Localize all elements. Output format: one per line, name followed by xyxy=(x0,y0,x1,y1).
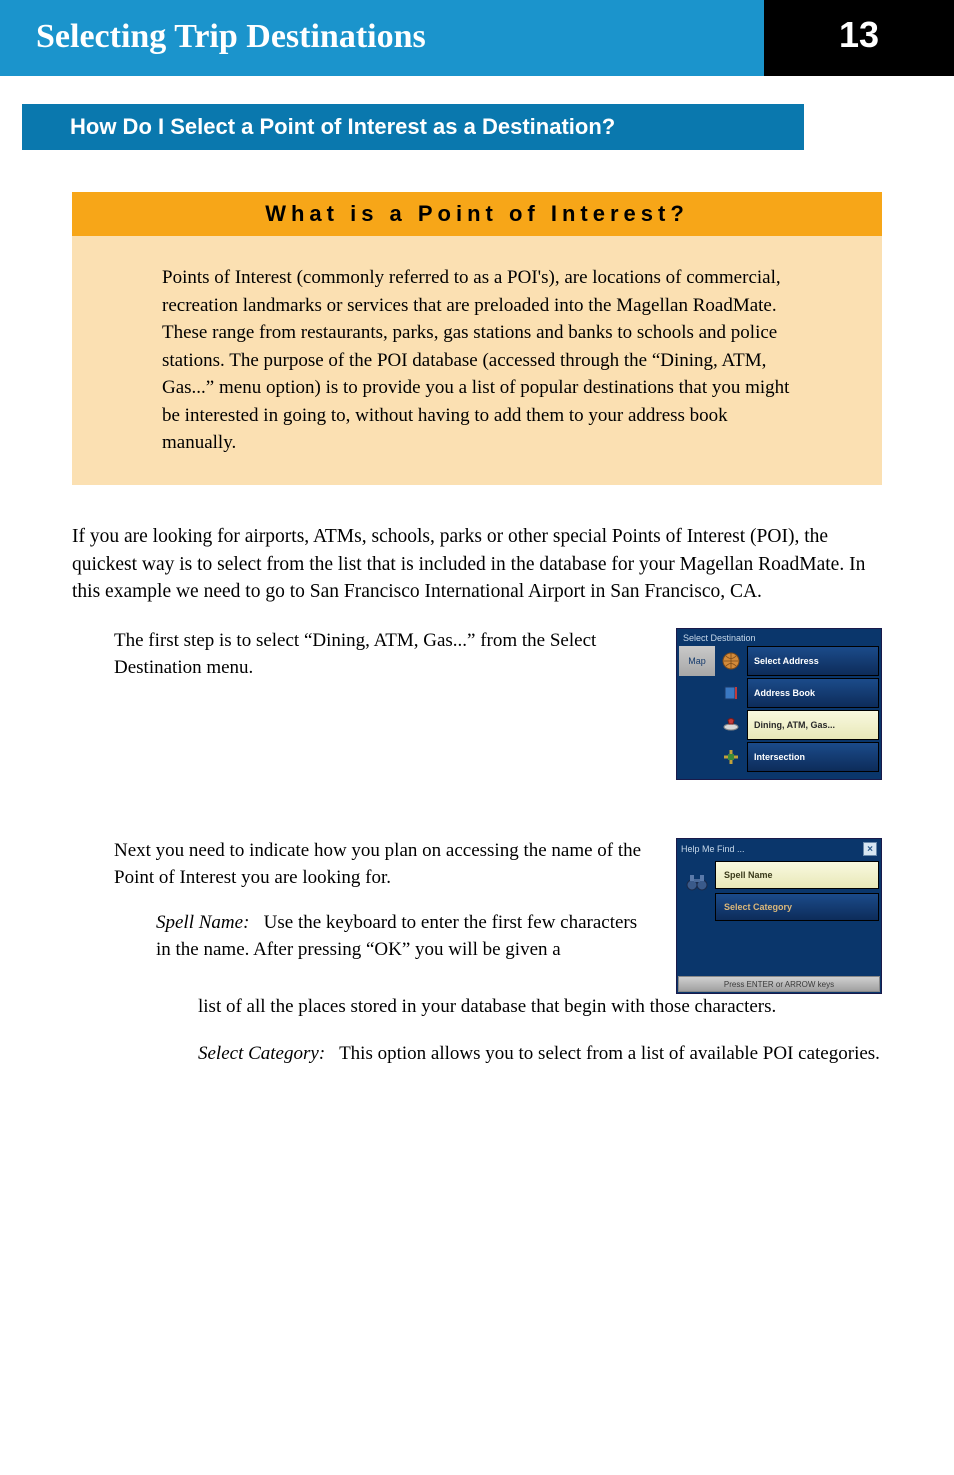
sc2-footer: Press ENTER or ARROW keys xyxy=(678,976,880,992)
intro-paragraph: If you are looking for airports, ATMs, s… xyxy=(72,485,882,606)
spell-name-block: Spell Name: Use the keyboard to enter th… xyxy=(114,892,652,964)
page-number: 13 xyxy=(764,0,954,76)
intersection-icon xyxy=(719,745,743,769)
spell-name-label: Spell Name: xyxy=(156,912,249,933)
sc1-label-1: Address Book xyxy=(747,678,879,708)
sc1-title: Select Destination xyxy=(677,629,881,646)
header-banner: Selecting Trip Destinations 13 xyxy=(0,0,954,76)
step-1-row: The first step is to select “Dining, ATM… xyxy=(72,606,882,780)
sc1-map-label: Map xyxy=(679,646,715,676)
screenshot-help-me-find: Help Me Find ... × Spell Name Select Cat… xyxy=(676,838,882,994)
sc1-label-0: Select Address xyxy=(747,646,879,676)
spell-name-overflow: list of all the places stored in your da… xyxy=(72,994,882,1021)
book-icon xyxy=(719,681,743,705)
binoculars-icon xyxy=(679,861,715,925)
select-category-text: This option allows you to select from a … xyxy=(339,1043,880,1064)
sc1-row-select-address: Map Select Address xyxy=(679,646,879,676)
sc1-row-address-book: Address Book xyxy=(679,678,879,708)
callout-title: What is a Point of Interest? xyxy=(72,192,882,236)
close-icon: × xyxy=(863,842,877,856)
sc1-label-2: Dining, ATM, Gas... xyxy=(747,710,879,740)
sc2-row-spell-name: Spell Name xyxy=(715,861,879,889)
step-2-text: Next you need to indicate how you plan o… xyxy=(114,838,652,892)
step-2-left: Next you need to indicate how you plan o… xyxy=(72,838,652,964)
sc1-label-3: Intersection xyxy=(747,742,879,772)
screenshot-select-destination: Select Destination Map Select Address Ad… xyxy=(676,628,882,780)
globe-icon xyxy=(719,649,743,673)
sc2-titlebar: Help Me Find ... × xyxy=(677,839,881,859)
sc1-row-dining-atm-gas: Dining, ATM, Gas... xyxy=(679,710,879,740)
step-1-text: The first step is to select “Dining, ATM… xyxy=(72,628,652,682)
sc2-title: Help Me Find ... xyxy=(681,844,745,854)
sc1-row-intersection: Intersection xyxy=(679,742,879,772)
section-bar-wrap: How Do I Select a Point of Interest as a… xyxy=(0,76,954,150)
callout-body: Points of Interest (commonly referred to… xyxy=(72,236,882,485)
sc2-row-select-category: Select Category xyxy=(715,893,879,921)
page-title: Selecting Trip Destinations xyxy=(0,0,764,76)
content-area: What is a Point of Interest? Points of I… xyxy=(0,150,954,1068)
select-category-label: Select Category: xyxy=(198,1043,325,1064)
select-category-block: Select Category: This option allows you … xyxy=(72,1021,882,1068)
section-heading: How Do I Select a Point of Interest as a… xyxy=(22,104,804,150)
callout-box: What is a Point of Interest? Points of I… xyxy=(72,192,882,485)
step-2-row: Next you need to indicate how you plan o… xyxy=(72,780,882,994)
dining-icon xyxy=(719,713,743,737)
